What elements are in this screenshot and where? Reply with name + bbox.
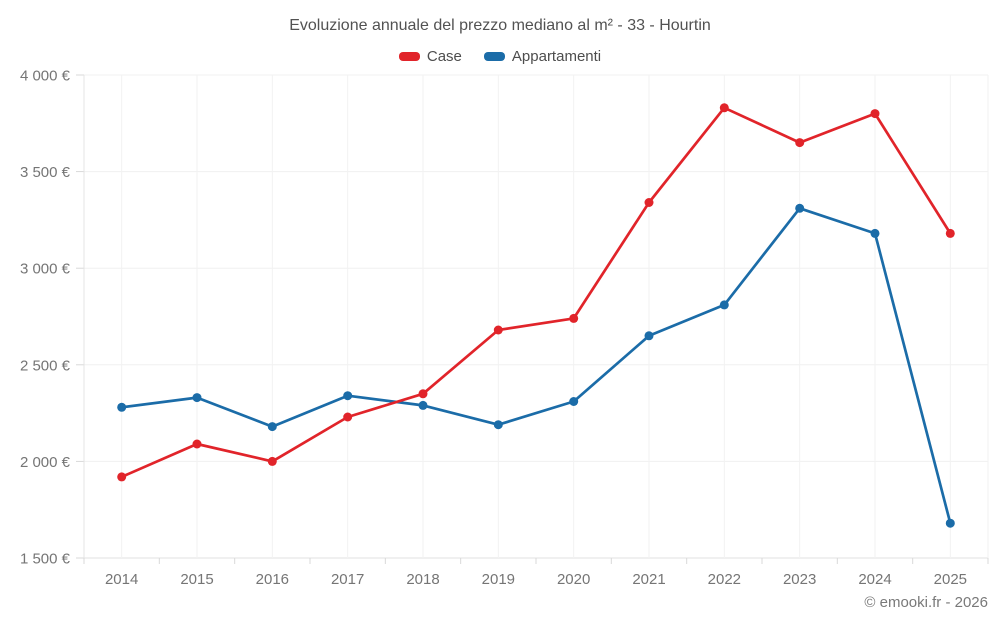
x-axis-tick-label: 2023 [783,571,816,588]
y-axis-tick-label: 1 500 € [20,551,71,568]
x-grid [83,75,989,564]
data-point-appartamenti-2018[interactable] [418,400,428,410]
legend-swatch-appartamenti [483,52,505,61]
chart-legend: Case Appartamenti [0,48,1000,65]
data-point-case-2021[interactable] [644,198,654,207]
y-axis-tick-label: 2 000 € [20,454,71,471]
data-point-appartamenti-2016[interactable] [267,422,277,432]
y-axis-labels: 4 000 € 3 500 € 3 000 € 2 500 € 2 000 € 1 500… [20,68,71,568]
data-point-appartamenti-2022[interactable] [719,300,729,310]
x-axis-tick-label: 2019 [482,571,515,588]
x-axis-tick-label: 2016 [256,571,289,588]
data-point-appartamenti-2017[interactable] [343,391,353,401]
data-point-case-2017[interactable] [343,412,353,422]
data-point-appartamenti-2023[interactable] [795,203,805,213]
legend-label-appartamenti: Appartamenti [511,48,602,65]
x-axis-labels: 2014 2015 2016 2017 2018 2019 2020 2021 2022 2023… [105,571,967,588]
chart-title: Evoluzione annuale del prezzo mediano al… [289,17,711,34]
x-axis-tick-label: 2015 [180,571,213,588]
series-line-appartamenti [120,206,952,525]
data-point-appartamenti-2015[interactable] [192,393,202,403]
data-point-case-2018[interactable] [418,389,428,399]
data-point-case-2023[interactable] [795,138,805,148]
copyright-text: © emooki.fr - 2026 [864,594,988,611]
series-case [117,103,955,482]
data-point-appartamenti-2014[interactable] [117,402,127,412]
data-point-appartamenti-2019[interactable] [493,420,503,430]
data-point-appartamenti-2020[interactable] [569,397,579,406]
x-axis-tick-label: 2024 [858,571,891,588]
data-point-appartamenti-2025[interactable] [945,518,955,528]
data-point-case-2022[interactable] [719,103,729,113]
y-grid [76,74,988,559]
data-point-case-2024[interactable] [870,109,880,119]
legend-item-appartamenti[interactable]: Appartamenti [483,48,602,65]
x-axis-tick-label: 2025 [934,571,967,588]
data-point-case-2020[interactable] [569,313,579,323]
data-point-case-2016[interactable] [267,456,277,466]
y-axis-tick-label: 3 000 € [20,261,71,278]
y-axis-tick-label: 3 500 € [20,164,71,181]
series-appartamenti [117,203,955,528]
x-axis-tick-label: 2018 [406,571,439,588]
data-point-appartamenti-2024[interactable] [870,228,880,238]
data-point-case-2019[interactable] [493,325,503,335]
series-line-case [120,106,952,479]
y-axis-tick-label: 4 000 € [20,68,71,85]
legend-label-case: Case [426,48,462,65]
legend-item-case[interactable]: Case [398,48,462,65]
x-axis-tick-label: 2020 [557,571,590,588]
x-axis-tick-label: 2014 [105,571,138,588]
x-axis-tick-label: 2021 [632,571,665,588]
data-point-case-2015[interactable] [192,439,202,449]
y-axis-tick-label: 2 500 € [20,357,71,374]
legend-swatch-case [398,52,420,61]
x-axis-tick-label: 2022 [708,571,741,588]
x-axis-tick-label: 2017 [331,571,364,588]
data-point-appartamenti-2021[interactable] [644,331,654,341]
data-point-case-2014[interactable] [117,472,127,482]
data-point-case-2025[interactable] [945,228,955,238]
